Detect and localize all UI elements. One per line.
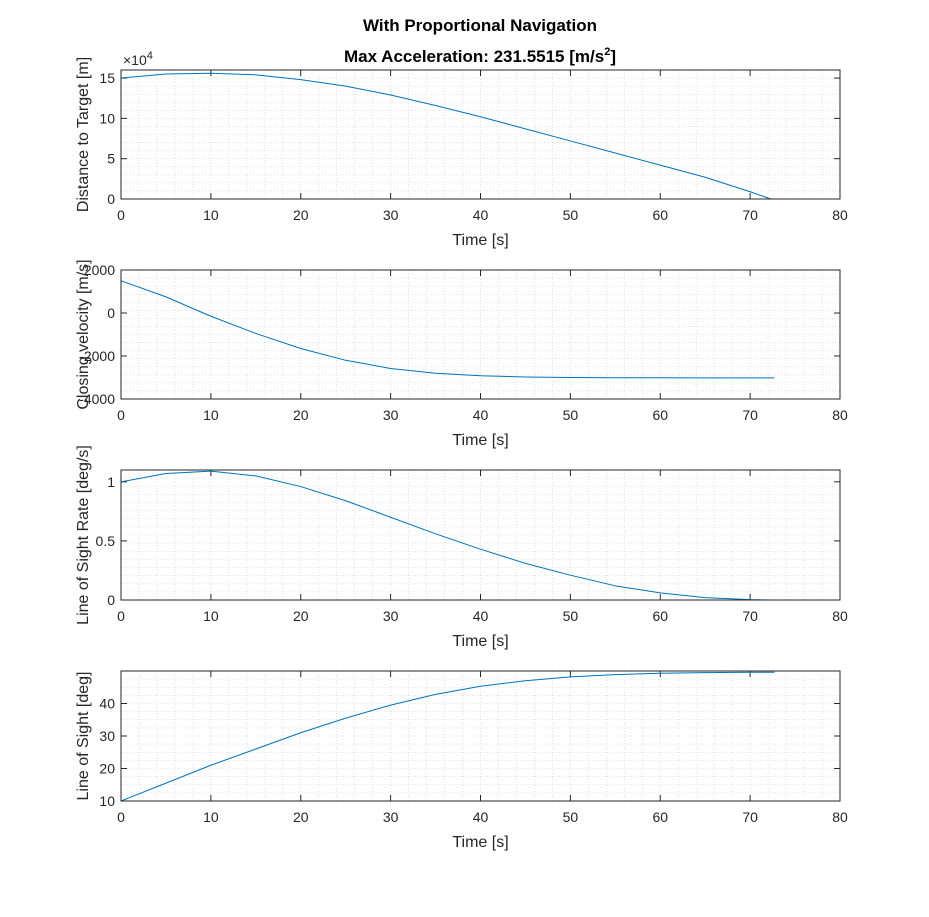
x-tick-label: 40 (473, 809, 489, 825)
y-tick-label: 30 (99, 728, 115, 744)
x-tick-label: 60 (652, 809, 668, 825)
x-tick-label: 30 (383, 809, 399, 825)
x-tick-label: 50 (563, 407, 579, 423)
axes-frame (120, 69, 841, 200)
x-tick-label: 20 (293, 207, 309, 223)
y-tick-label: 40 (99, 696, 115, 712)
x-tick-label: 80 (832, 608, 848, 624)
x-tick-label: 80 (832, 407, 848, 423)
x-tick-label: 0 (117, 407, 125, 423)
x-axis-label: Time [s] (452, 633, 508, 650)
y-exponent-label: ×104 (123, 50, 153, 68)
y-tick-label: 1 (107, 474, 115, 490)
y-tick-label: 5 (107, 151, 115, 167)
x-tick-label: 30 (383, 207, 399, 223)
axes-frame (120, 269, 841, 400)
y-tick-label: 20 (99, 761, 115, 777)
series-line-1 (120, 72, 771, 200)
x-tick-label: 50 (563, 809, 579, 825)
x-tick-label: 10 (203, 809, 219, 825)
x-tick-label: 40 (473, 608, 489, 624)
subtitle-superscript: 2 (604, 46, 610, 58)
x-tick-label: 10 (203, 407, 219, 423)
x-tick-label: 20 (293, 608, 309, 624)
minor-grid (120, 269, 841, 400)
axes-frame (120, 469, 841, 601)
y-axis-label: Line of Sight Rate [deg/s] (75, 445, 92, 625)
x-tick-label: 50 (563, 608, 579, 624)
minor-grid (120, 469, 841, 601)
y-tick-label: 0 (107, 592, 115, 608)
axes-background (121, 70, 840, 199)
x-tick-label: 70 (742, 809, 758, 825)
x-tick-label: 70 (742, 207, 758, 223)
y-tick-label: 10 (99, 793, 115, 809)
x-tick-label: 40 (473, 207, 489, 223)
y-exponent-power: 4 (147, 50, 153, 62)
x-tick-label: 30 (383, 407, 399, 423)
x-tick-label: 10 (203, 608, 219, 624)
subtitle-suffix: ] (610, 47, 616, 66)
y-tick-label: 10 (99, 110, 115, 126)
subplot-2: 0 10 20 30 40 50 60 70 80 -4000 -2000 0 2000 Time [s]… (75, 259, 848, 449)
y-tick-label: 0.5 (96, 533, 116, 549)
y-exponent-base: ×10 (123, 52, 147, 68)
x-axis-label: Time [s] (452, 834, 508, 851)
y-axis-label: Distance to Target [m] (75, 57, 92, 212)
y-axis-label: Closing velocity [m/s] (75, 259, 92, 409)
x-tick-label: 30 (383, 608, 399, 624)
x-tick-label: 0 (117, 207, 125, 223)
series-line-1 (120, 280, 775, 379)
x-tick-label: 20 (293, 809, 309, 825)
x-tick-label: 80 (832, 809, 848, 825)
y-tick-label: 15 (99, 70, 115, 86)
subtitle-prefix: Max Acceleration: 231.5515 [m/s (344, 47, 604, 66)
axes-background (121, 270, 840, 399)
x-axis-label: Time [s] (452, 432, 508, 449)
x-tick-label: 60 (652, 407, 668, 423)
y-axis-label: Line of Sight [deg] (75, 672, 92, 801)
y-tick-label: -4000 (79, 391, 115, 407)
x-tick-label: 10 (203, 207, 219, 223)
x-axis-label: Time [s] (452, 232, 508, 249)
x-tick-label: 40 (473, 407, 489, 423)
x-tick-label: 60 (652, 608, 668, 624)
subplot-3: 0 10 20 30 40 50 60 70 80 0 0.5 1 Time [s] Line of Si… (75, 445, 848, 650)
x-tick-label: 80 (832, 207, 848, 223)
x-tick-label: 60 (652, 207, 668, 223)
y-tick-label: -2000 (79, 348, 115, 364)
series-line-1 (120, 470, 775, 601)
x-tick-label: 70 (742, 608, 758, 624)
y-tick-label: 2000 (84, 262, 115, 278)
x-tick-label: 0 (117, 608, 125, 624)
subplot-1: 0 10 20 30 40 50 60 70 80 0 5 10 15 ×104 Time [s] Dista… (75, 50, 848, 249)
x-tick-label: 50 (563, 207, 579, 223)
y-tick-label: 0 (107, 305, 115, 321)
figure-title: With Proportional Navigation (363, 16, 597, 35)
axes-background (121, 671, 840, 801)
series-line-1 (120, 671, 775, 802)
axes-background (121, 470, 840, 600)
x-tick-label: 20 (293, 407, 309, 423)
x-tick-label: 0 (117, 809, 125, 825)
y-tick-label: 0 (107, 191, 115, 207)
x-tick-label: 70 (742, 407, 758, 423)
figure-subtitle: Max Acceleration: 231.5515 [m/s2] (344, 46, 616, 66)
axes-frame (120, 670, 841, 802)
